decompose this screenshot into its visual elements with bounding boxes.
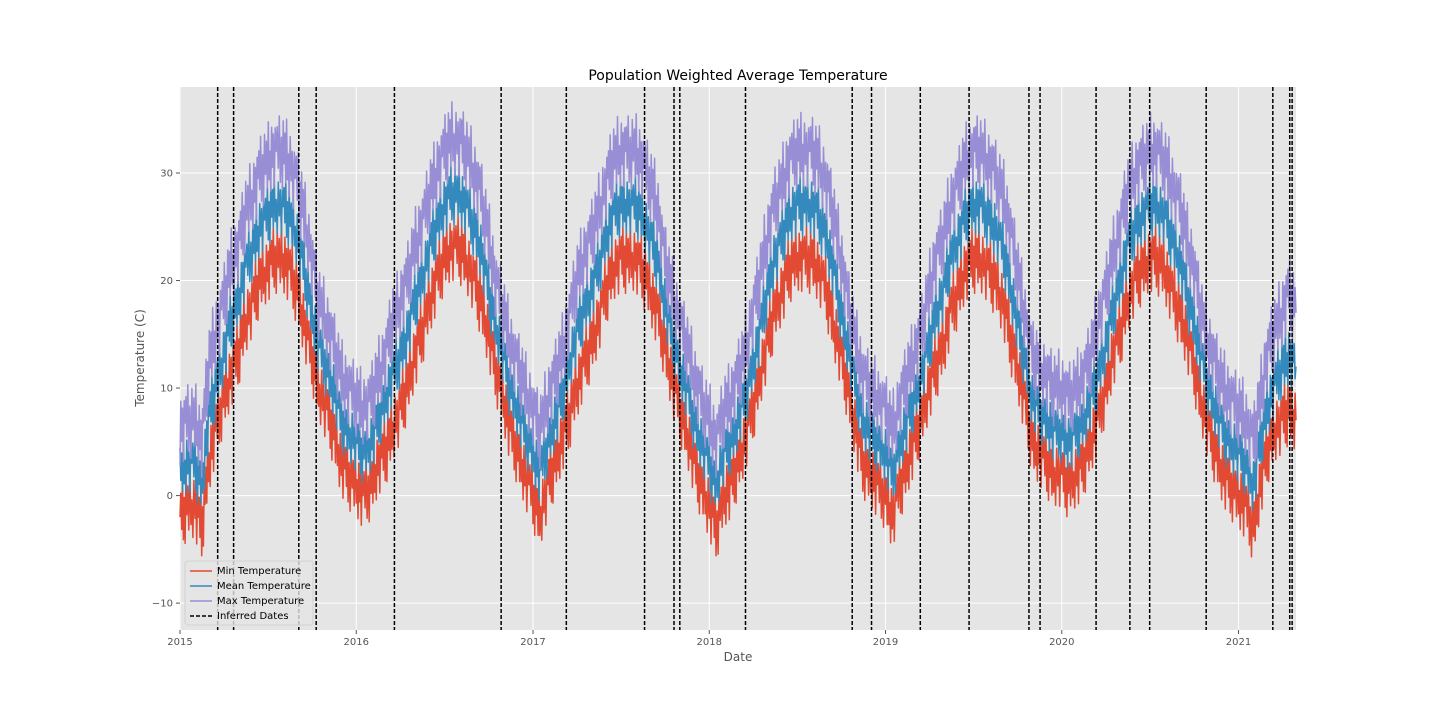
y-axis-label: Temperature (C) <box>133 309 147 408</box>
x-tick-label: 2020 <box>1049 637 1074 648</box>
y-tick-label: 0 <box>167 491 173 502</box>
legend-label-mean: Mean Temperature <box>217 581 311 592</box>
series-line-max <box>179 100 1297 479</box>
y-tick-label: 20 <box>160 276 173 287</box>
legend-label-max: Max Temperature <box>217 596 304 607</box>
x-tick-label: 2017 <box>520 637 545 648</box>
axis-ticks: −10 0 10 20 30 2015 2016 2017 2018 2019 2020 2021 <box>152 169 1251 648</box>
x-tick-label: 2021 <box>1226 637 1251 648</box>
legend-box <box>184 560 314 626</box>
x-tick-label: 2015 <box>167 637 192 648</box>
x-axis-label: Date <box>724 650 753 664</box>
legend-label-inferred: Inferred Dates <box>217 611 289 622</box>
x-tick-label: 2016 <box>344 637 369 648</box>
series-line-mean <box>179 161 1297 511</box>
inferred-date-lines <box>216 87 1293 630</box>
y-tick-label: −10 <box>152 599 173 610</box>
chart-title: Population Weighted Average Temperature <box>588 68 887 84</box>
legend-label-min: Min Temperature <box>217 566 301 577</box>
series-lines <box>179 100 1297 558</box>
x-tick-label: 2018 <box>697 637 722 648</box>
series-line-min <box>179 215 1297 558</box>
y-tick-label: 30 <box>160 169 173 180</box>
x-tick-label: 2019 <box>873 637 898 648</box>
legend: Min Temperature Mean Temperature Max Tem… <box>184 560 314 626</box>
y-tick-label: 10 <box>160 384 173 395</box>
